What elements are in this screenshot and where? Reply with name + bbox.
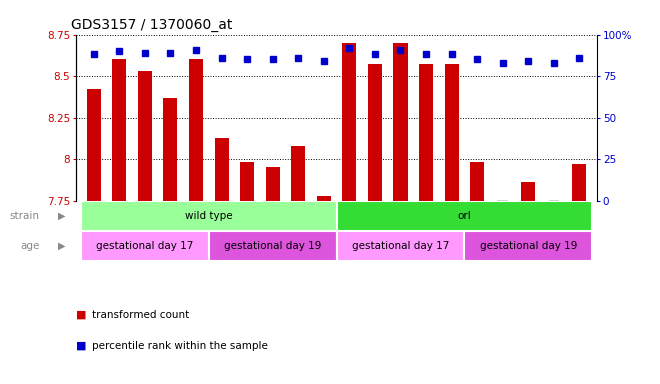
Bar: [81, 201, 337, 231]
Bar: [86, 89, 101, 201]
Text: gestational day 19: gestational day 19: [224, 241, 321, 251]
Bar: [521, 182, 535, 201]
Bar: [164, 98, 178, 201]
Bar: [337, 231, 465, 261]
Text: ■: ■: [76, 341, 86, 351]
Text: wild type: wild type: [185, 211, 232, 221]
Bar: [465, 231, 592, 261]
Bar: [214, 137, 228, 201]
Text: gestational day 19: gestational day 19: [480, 241, 577, 251]
Bar: [81, 231, 209, 261]
Text: ■: ■: [76, 310, 86, 320]
Bar: [368, 65, 382, 201]
Bar: [470, 162, 484, 201]
Bar: [343, 43, 356, 201]
Bar: [291, 146, 306, 201]
Text: percentile rank within the sample: percentile rank within the sample: [92, 341, 268, 351]
Bar: [112, 60, 126, 201]
Bar: [317, 196, 331, 201]
Bar: [189, 60, 203, 201]
Text: transformed count: transformed count: [92, 310, 189, 320]
Bar: [419, 65, 433, 201]
Bar: [393, 43, 407, 201]
Text: gestational day 17: gestational day 17: [96, 241, 193, 251]
Bar: [209, 231, 337, 261]
Bar: [572, 164, 587, 201]
Bar: [266, 167, 280, 201]
Text: orl: orl: [457, 211, 471, 221]
Text: gestational day 17: gestational day 17: [352, 241, 449, 251]
Text: strain: strain: [9, 211, 40, 221]
Text: ▶: ▶: [58, 241, 65, 251]
Bar: [445, 65, 459, 201]
Bar: [337, 201, 592, 231]
Text: age: age: [20, 241, 40, 251]
Text: GDS3157 / 1370060_at: GDS3157 / 1370060_at: [71, 18, 232, 32]
Text: ▶: ▶: [58, 211, 65, 221]
Bar: [240, 162, 254, 201]
Bar: [138, 71, 152, 201]
